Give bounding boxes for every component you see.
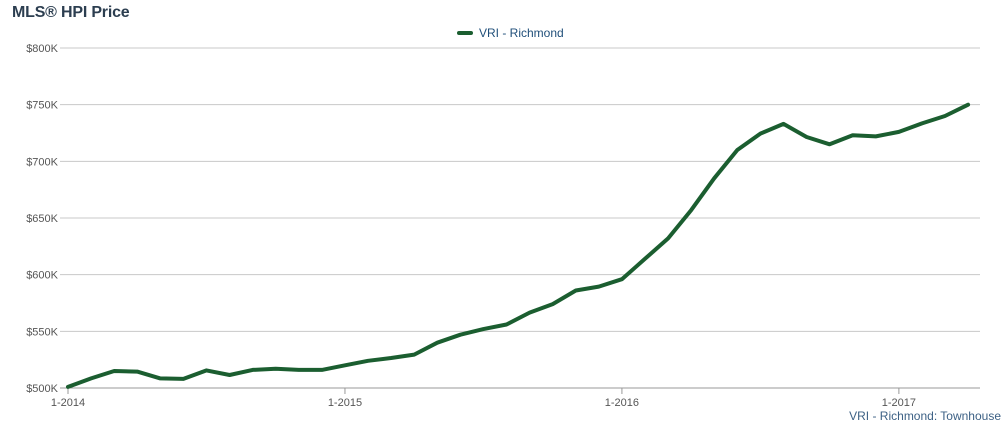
- y-tick-label: $800K: [26, 43, 58, 55]
- y-tick-label: $500K: [26, 383, 58, 395]
- legend[interactable]: VRI - Richmond: [457, 26, 564, 40]
- x-tick-label: 1-2016: [605, 397, 639, 409]
- series-line: [66, 102, 971, 389]
- y-tick-label: $750K: [26, 100, 58, 112]
- x-tick-label: 1-2015: [328, 397, 362, 409]
- y-tick-label: $700K: [26, 156, 58, 168]
- legend-swatch: [457, 31, 473, 35]
- legend-label: VRI - Richmond: [479, 26, 564, 40]
- y-tick-label: $600K: [26, 270, 58, 282]
- y-tick-label: $650K: [26, 213, 58, 225]
- footer-caption[interactable]: VRI - Richmond: Townhouse: [849, 409, 1001, 423]
- y-tick-label: $550K: [26, 326, 58, 338]
- chart-title: MLS® HPI Price: [12, 4, 130, 21]
- x-tick-label: 1-2017: [882, 397, 916, 409]
- x-tick-label: 1-2014: [51, 397, 85, 409]
